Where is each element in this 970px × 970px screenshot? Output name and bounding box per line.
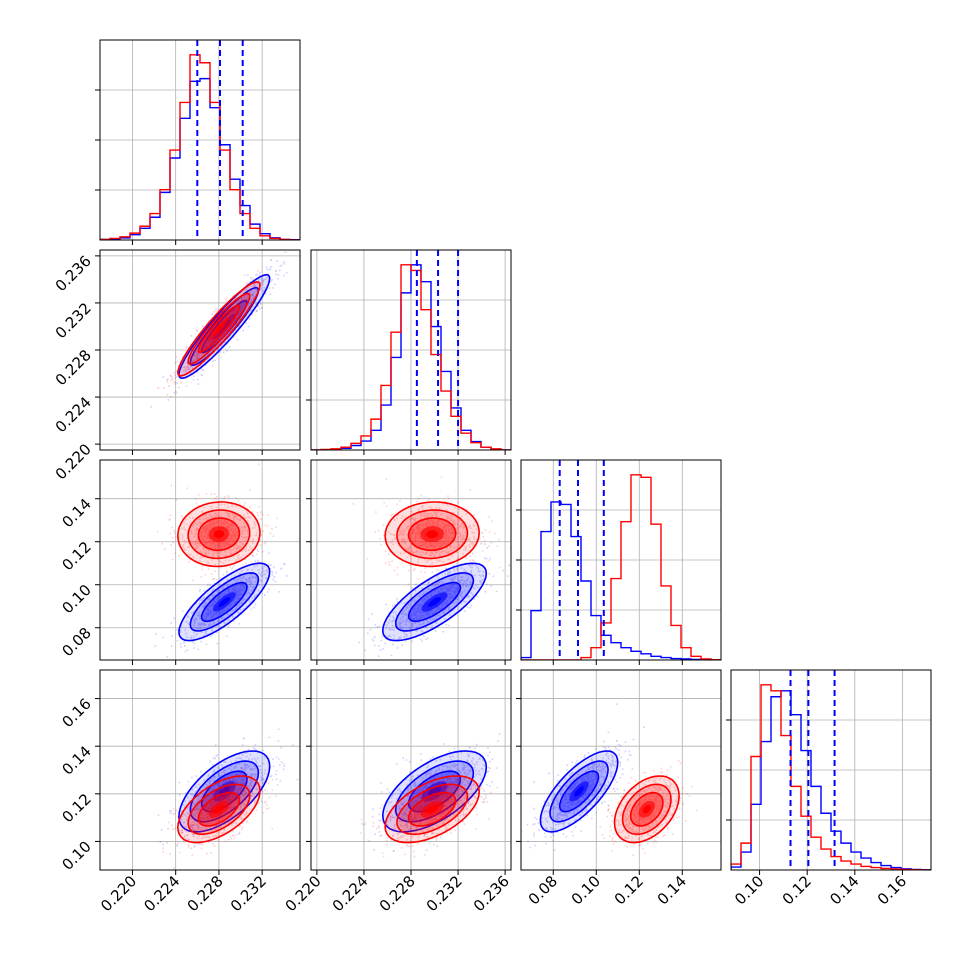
scatter-panel-1-0 bbox=[100, 250, 300, 450]
contour-core bbox=[213, 805, 225, 814]
y-tick-label: 0.228 bbox=[52, 346, 95, 389]
scatter-panel-3-2 bbox=[521, 670, 721, 870]
hist-panel-0 bbox=[100, 40, 300, 240]
hist-red bbox=[100, 54, 300, 240]
hist-red bbox=[731, 684, 931, 870]
panel-frame bbox=[99, 459, 301, 661]
contour-line bbox=[394, 760, 475, 823]
x-tick-label: 0.12 bbox=[611, 872, 647, 908]
y-tick-label: 0.12 bbox=[58, 790, 94, 826]
contour-line bbox=[189, 760, 260, 823]
contour-core bbox=[428, 597, 441, 607]
scatter-panel-3-1 bbox=[311, 670, 511, 870]
contour-core bbox=[213, 322, 225, 335]
contour-line bbox=[396, 509, 469, 560]
y-tick-label: 0.08 bbox=[58, 624, 94, 660]
panel-frame bbox=[99, 669, 301, 871]
y-tick-label: 0.14 bbox=[58, 495, 94, 531]
x-tick-label: 0.232 bbox=[227, 872, 270, 915]
x-tick-label: 0.220 bbox=[282, 872, 325, 915]
contour-line bbox=[200, 770, 248, 813]
scatter-panel-2-1 bbox=[311, 460, 511, 660]
x-tick-label: 0.228 bbox=[184, 872, 227, 915]
contour-line bbox=[178, 562, 271, 642]
scatter-points-red bbox=[156, 463, 278, 582]
x-tick-label: 0.224 bbox=[140, 872, 183, 915]
scatter-panel-3-0 bbox=[100, 670, 300, 870]
y-tick-label: 0.232 bbox=[52, 299, 95, 342]
y-tick-label: 0.10 bbox=[58, 838, 94, 874]
contour-line bbox=[189, 572, 260, 632]
hist-blue bbox=[521, 501, 721, 660]
x-tick-label: 0.12 bbox=[779, 872, 815, 908]
contour-line bbox=[384, 775, 481, 844]
contour-line bbox=[176, 280, 261, 377]
contour-line bbox=[384, 501, 481, 568]
contour-line bbox=[394, 572, 475, 632]
contour-core bbox=[428, 786, 441, 797]
scatter-panel-2-0 bbox=[100, 460, 300, 660]
x-tick-label: 0.14 bbox=[826, 872, 862, 908]
contour-core bbox=[574, 786, 584, 797]
contour-line bbox=[200, 581, 248, 623]
hist-panel-2 bbox=[521, 460, 721, 660]
x-tick-label: 0.224 bbox=[329, 872, 372, 915]
contour-line bbox=[381, 750, 488, 833]
scatter-points-blue bbox=[358, 543, 511, 657]
contour-line bbox=[187, 783, 251, 835]
scatter-points-blue bbox=[521, 703, 645, 851]
contour-line bbox=[407, 517, 457, 552]
x-tick-label: 0.08 bbox=[525, 872, 561, 908]
contour-line bbox=[197, 791, 241, 827]
contour-core bbox=[218, 597, 230, 607]
hist-red bbox=[311, 264, 511, 450]
contour-line bbox=[197, 517, 241, 552]
contour-line bbox=[197, 304, 241, 354]
contour-line bbox=[407, 770, 462, 813]
x-tick-label: 0.232 bbox=[423, 872, 466, 915]
hist-panel-3 bbox=[731, 670, 931, 870]
contour-line bbox=[381, 562, 488, 642]
contour-line bbox=[629, 791, 664, 827]
contour-core bbox=[426, 530, 439, 539]
x-tick-label: 0.228 bbox=[376, 872, 419, 915]
y-tick-label: 0.224 bbox=[52, 393, 95, 436]
x-tick-label: 0.16 bbox=[874, 872, 910, 908]
panel-frame bbox=[520, 669, 722, 871]
x-tick-label: 0.14 bbox=[654, 872, 690, 908]
contour-line bbox=[549, 760, 609, 823]
contour-line bbox=[558, 770, 600, 813]
contour-line bbox=[187, 292, 251, 365]
y-tick-label: 0.220 bbox=[52, 440, 95, 483]
hist-blue bbox=[100, 77, 300, 240]
x-tick-label: 0.10 bbox=[731, 872, 767, 908]
y-tick-label: 0.10 bbox=[58, 581, 94, 617]
x-tick-label: 0.236 bbox=[470, 872, 513, 915]
y-tick-label: 0.14 bbox=[58, 742, 94, 778]
y-tick-label: 0.12 bbox=[58, 538, 94, 574]
contour-line bbox=[187, 509, 251, 560]
hist-red bbox=[521, 474, 721, 660]
contour-line bbox=[396, 783, 469, 836]
contour-core bbox=[213, 530, 225, 539]
y-tick-label: 0.236 bbox=[52, 252, 95, 295]
contour-line bbox=[407, 581, 462, 623]
contour-line bbox=[539, 750, 619, 833]
x-tick-label: 0.220 bbox=[97, 872, 140, 915]
contour-core bbox=[642, 805, 651, 814]
contour-line bbox=[176, 775, 261, 844]
contour-core bbox=[426, 805, 439, 814]
contour-line bbox=[621, 783, 672, 836]
y-tick-label: 0.16 bbox=[58, 695, 94, 731]
x-tick-label: 0.10 bbox=[568, 872, 604, 908]
scatter-points-blue bbox=[364, 733, 501, 852]
contour-line bbox=[176, 501, 261, 568]
contour-line bbox=[407, 791, 457, 827]
contour-line bbox=[613, 775, 680, 844]
hist-panel-1 bbox=[311, 250, 511, 450]
